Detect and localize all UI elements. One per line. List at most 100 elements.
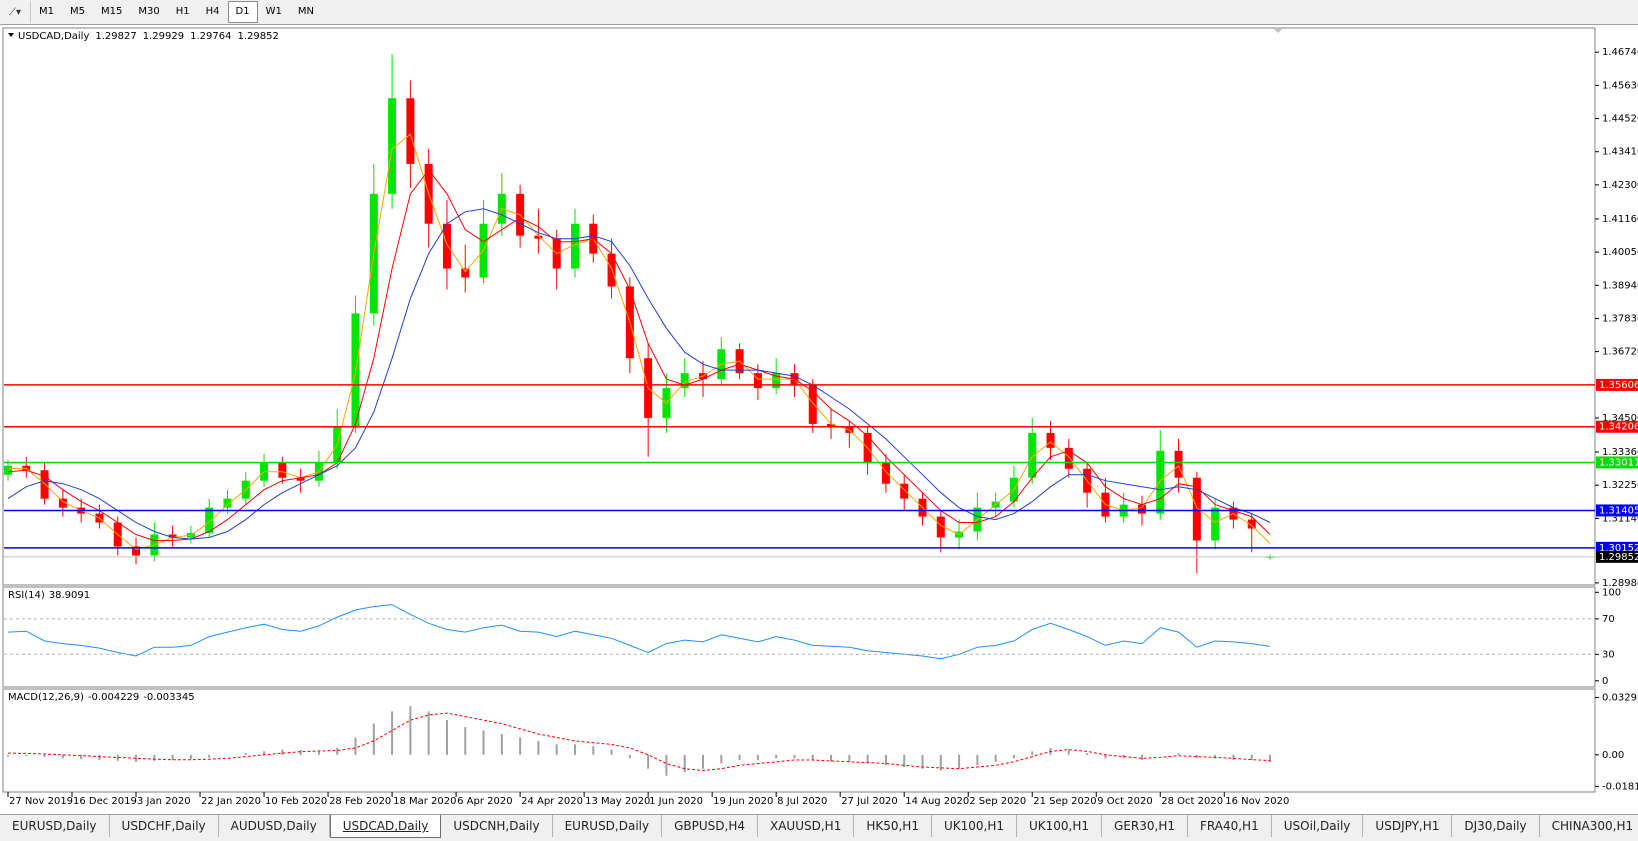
chart-tab[interactable]: AUDUSD,Daily	[219, 815, 330, 837]
timeframe-button[interactable]: M15	[101, 6, 123, 17]
moving-average	[7, 169, 1271, 541]
indicator-value: 38.9091	[49, 590, 90, 601]
x-tick-label: 27 Nov 2019	[9, 796, 73, 807]
chart-tab[interactable]: UK100,H1	[932, 815, 1017, 837]
y-tick-label: 0.032972	[1602, 693, 1638, 704]
ohlc-value: 1.29764	[190, 31, 231, 42]
x-tick-label: 8 Jul 2020	[777, 796, 827, 807]
x-tick-label: 28 Feb 2020	[329, 796, 391, 807]
y-tick-label: 1.43410	[1602, 147, 1638, 158]
timeframe-button[interactable]: W1	[265, 6, 282, 17]
x-tick-label: 1 Jun 2020	[649, 796, 703, 807]
y-tick-label: 1.42300	[1602, 180, 1638, 191]
chart-tab[interactable]: EURUSD,Daily	[553, 815, 663, 837]
x-tick-label: 16 Nov 2020	[1225, 796, 1289, 807]
candle-body	[132, 546, 141, 556]
candle-body	[58, 498, 67, 508]
chart-tab[interactable]: GER30,H1	[1102, 815, 1188, 837]
y-tick-label: -0.018154	[1602, 781, 1638, 792]
chart-tab[interactable]: EURUSD,Daily	[0, 815, 110, 837]
timeframe-button[interactable]: M5	[70, 6, 85, 17]
moving-average	[7, 208, 1271, 540]
symbol-title: USDCAD,Daily	[18, 31, 89, 42]
x-tick-label: 22 Jan 2020	[201, 796, 261, 807]
candle-body	[1064, 447, 1073, 469]
level-label-bg	[1596, 378, 1638, 391]
current-price-bg	[1596, 550, 1638, 563]
candle-body	[1028, 432, 1037, 478]
candle-body	[205, 507, 214, 534]
chart-tab[interactable]: HK50,H1	[854, 815, 932, 837]
chart-tab[interactable]: CHINA300,H1	[1540, 815, 1638, 837]
candle-body	[461, 268, 470, 278]
y-tick-label: 1.32250	[1602, 480, 1638, 491]
y-tick-label: 1.36720	[1602, 347, 1638, 358]
candle-body	[223, 498, 232, 508]
chart-tabs: EURUSD,Daily USDCHF,Daily AUDUSD,Daily USDC…	[0, 814, 1638, 841]
indicator-title: MACD(12,26,9)	[8, 692, 84, 703]
chart-tab[interactable]: FRA40,H1	[1188, 815, 1272, 837]
indicator-title: RSI(14)	[8, 590, 45, 601]
current-price-label: 1.29852	[1599, 552, 1638, 563]
candle-body	[772, 373, 781, 389]
plot-area	[4, 54, 1275, 776]
timeframe-button[interactable]: H4	[205, 6, 220, 17]
chart-tab[interactable]: USDCNH,Daily	[441, 815, 553, 837]
x-tick-label: 19 Jun 2020	[713, 796, 773, 807]
candle-body	[881, 462, 890, 484]
x-tick-label: 13 May 2020	[585, 796, 650, 807]
x-tick-label: 3 Jan 2020	[137, 796, 191, 807]
x-tick-label: 21 Sep 2020	[1033, 796, 1096, 807]
toolbar-icon[interactable]: ⟋▾	[0, 1, 31, 23]
chart-tab[interactable]: XAUUSD,H1	[758, 815, 855, 837]
timeframe-button[interactable]: MN	[297, 6, 314, 17]
level-label: 1.34206	[1599, 422, 1638, 433]
chart-tab[interactable]: DJ30,Daily	[1452, 815, 1540, 837]
candle-body	[680, 373, 689, 389]
candle-body	[1192, 477, 1201, 541]
chart-tab[interactable]: USOil,Daily	[1272, 815, 1364, 837]
candle-body	[607, 253, 616, 287]
y-tick-label: 1.37830	[1602, 313, 1638, 324]
candle-body	[827, 423, 836, 427]
level-label-bg	[1596, 504, 1638, 517]
ohlc-value: 1.29852	[237, 31, 278, 42]
y-tick-label: 1.28980	[1602, 578, 1638, 589]
x-tick-label: 24 Apr 2020	[521, 796, 583, 807]
y-tick-label: 1.46740	[1602, 47, 1638, 58]
chart-tab[interactable]: USDJPY,H1	[1363, 815, 1453, 837]
chart-tab[interactable]: GBPUSD,H4	[662, 815, 758, 837]
candle-body	[40, 470, 49, 499]
y-tick-label: 1.45630	[1602, 80, 1638, 91]
macd-panel	[2, 688, 1596, 793]
candle-body	[442, 223, 451, 269]
y-tick-label: 30	[1602, 649, 1615, 660]
chart-tab[interactable]: UK100,H1	[1017, 815, 1103, 837]
x-tick-label: 10 Feb 2020	[265, 796, 327, 807]
candle-body	[936, 516, 945, 538]
timeframe-button[interactable]: M1	[39, 6, 54, 17]
level-label: 1.33011	[1599, 457, 1638, 468]
price-panel	[2, 27, 1596, 586]
timeframe-toolbar: ⟋▾ M1 M5 M15 M30 H1 H4 D1 W1 MN	[0, 0, 1638, 25]
candle-body	[900, 483, 909, 499]
candle-body	[1174, 450, 1183, 478]
chart-tab[interactable]: USDCAD,Daily	[329, 815, 442, 838]
x-tick-label: 16 Dec 2019	[73, 796, 137, 807]
chart-tab[interactable]: USDCHF,Daily	[110, 815, 219, 837]
candle-body	[406, 98, 415, 164]
x-tick-label: 6 Apr 2020	[457, 796, 512, 807]
timeframe-button[interactable]: D1	[227, 1, 258, 23]
y-tick-label: 100	[1602, 587, 1621, 598]
ohlc-value: 1.29827	[95, 31, 136, 42]
y-tick-label: 70	[1602, 614, 1615, 625]
candle-body	[1046, 432, 1055, 448]
indicator-header: RSI(14) 38.9091	[8, 590, 90, 601]
level-label: 1.35606	[1599, 380, 1638, 391]
x-tick-label: 27 Jul 2020	[841, 796, 898, 807]
candle-body	[4, 465, 12, 475]
candle-body	[570, 223, 579, 269]
timeframe-button[interactable]: M30	[138, 6, 160, 17]
timeframe-button[interactable]: H1	[175, 6, 190, 17]
